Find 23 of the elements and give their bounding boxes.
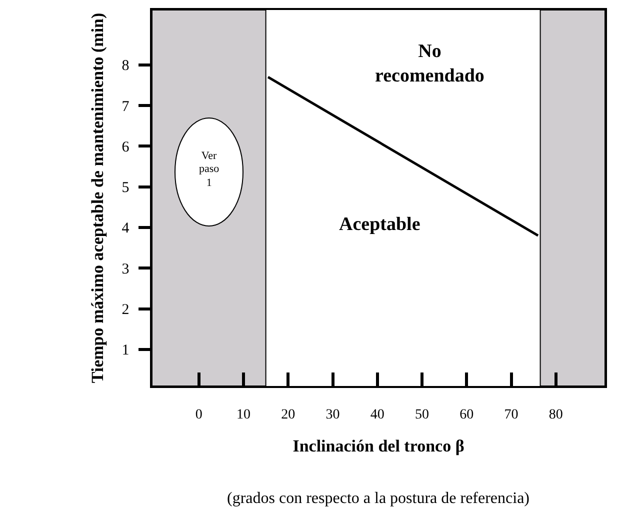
- y-tick-label: 1: [122, 342, 130, 359]
- y-axis-title: Tiempo máximo aceptable de mantenimiento (min): [88, 12, 107, 384]
- x-tick-label: 10: [236, 408, 250, 423]
- y-tick-label: 6: [122, 139, 130, 156]
- annotation: Ver paso 1: [198, 150, 220, 191]
- y-tick-label: 4: [122, 220, 130, 237]
- x-tick-label: 20: [281, 408, 296, 423]
- annotation: No recomendado: [375, 41, 484, 87]
- y-tick-label: 3: [122, 261, 130, 278]
- y-tick-label: 7: [122, 98, 130, 115]
- x-tick-label: 30: [326, 408, 340, 423]
- x-tick-label: 50: [415, 408, 430, 423]
- x-tick-label: 80: [548, 408, 563, 423]
- y-tick-label: 2: [122, 302, 130, 318]
- x-tick-label: 70: [504, 408, 518, 423]
- x-tick-label: 0: [195, 408, 202, 423]
- annotation: Aceptable: [339, 214, 420, 235]
- y-tick-label: 5: [122, 180, 130, 196]
- x-axis-title: Inclinación del tronco β: [292, 436, 464, 456]
- y-tick-label: 8: [122, 58, 130, 74]
- x-tick-label: 60: [460, 408, 474, 423]
- text: (grados con respecto a la postura de referencia): [227, 490, 530, 507]
- x-tick-label: 40: [370, 408, 384, 423]
